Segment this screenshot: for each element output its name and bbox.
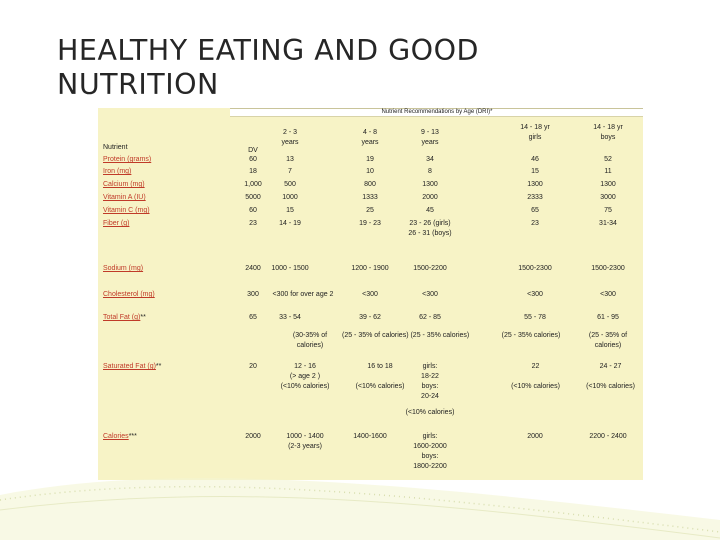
table-cell: 11 [604, 168, 612, 175]
table-cell: 15 [286, 207, 294, 214]
table-cell: 1000 - 1400 (2-3 years) [286, 433, 324, 450]
table-cell: girls: 18-22 boys: 20-24 [421, 363, 439, 400]
table-cell: 34 [426, 156, 434, 163]
table-cell: 7 [288, 168, 292, 175]
row-label-sodium[interactable]: Sodium (mg) [103, 265, 144, 272]
table-cell: 60 [249, 207, 257, 214]
table-cell-note: (25 - 35% calories) [501, 332, 561, 339]
table-cell: 1300 [422, 181, 438, 188]
row-label-vitamin-a[interactable]: Vitamin A (IU) [103, 194, 146, 201]
table-cell: 5000 [245, 194, 261, 201]
table-cell: 75 [604, 207, 612, 214]
slide-title-line-1: HEALTHY EATING AND GOOD [57, 34, 479, 67]
row-label-cholesterol[interactable]: Cholesterol (mg) [103, 291, 155, 298]
table-cell: 2200 - 2400 [589, 433, 627, 440]
table-cell: 23 [531, 220, 539, 227]
table-cell: 33 - 54 [279, 314, 301, 321]
table-cell: 3000 [600, 194, 616, 201]
row-label-saturated-fat[interactable]: Saturated Fat (g)** [103, 363, 162, 370]
table-cell: 2000 [527, 433, 543, 440]
slide-title-line-2: NUTRITION [57, 68, 219, 101]
col-header-age-9-13: 9 - 13 years [421, 129, 439, 146]
table-cell: <300 [362, 291, 378, 298]
col-header-girls-14-18: 14 - 18 yr girls [520, 124, 550, 141]
table-cell-note: (25 - 35% of calories) [588, 332, 628, 349]
slide-title: HEALTHY EATING AND GOOD NUTRITION [57, 34, 617, 102]
table-cell: 500 [284, 181, 296, 188]
table-cell: 1000 - 1500 [271, 265, 309, 272]
table-cell: 61 - 95 [597, 314, 619, 321]
table-cell: 20 [249, 363, 257, 370]
row-label-calories[interactable]: Calories*** [103, 433, 137, 440]
table-cell-note: (<10% calories) [405, 409, 455, 416]
table-cell: 46 [531, 156, 539, 163]
table-cell: 13 [286, 156, 294, 163]
row-label-calcium[interactable]: Calcium (mg) [103, 181, 145, 188]
table-cell: 300 [247, 291, 259, 298]
row-label-total-fat[interactable]: Total Fat (g)** [103, 314, 146, 321]
row-label-iron[interactable]: Iron (mg) [103, 168, 132, 175]
table-cell-note: (25 - 35% of calories) (25 - 35% calorie… [342, 332, 470, 339]
col-header-boys-14-18: 14 - 18 yr boys [593, 124, 623, 141]
table-cell: 15 [531, 168, 539, 175]
table-cell: girls: 1600-2000 boys: 1800-2200 [413, 433, 447, 470]
table-cell: 65 [249, 314, 257, 321]
table-cell: 1400-1600 [353, 433, 387, 440]
table-cell: <300 [527, 291, 543, 298]
table-cell: 23 [249, 220, 257, 227]
table-cell: 45 [426, 207, 434, 214]
row-label-vitamin-c[interactable]: Vitamin C (mg) [103, 207, 150, 214]
table-cell: 14 - 19 [279, 220, 301, 227]
table-background [98, 108, 643, 480]
table-cell: 16 to 18 (<10% calories) [355, 363, 405, 390]
table-cell: 60 [249, 156, 257, 163]
table-cell: 52 [604, 156, 612, 163]
table-cell: 24 - 27 (<10% calories) [586, 363, 635, 390]
table-cell: 2400 [245, 265, 261, 272]
table-cell: 1500-2300 [518, 265, 552, 272]
table-cell: <300 [422, 291, 438, 298]
row-label-protein[interactable]: Protein (grams) [103, 156, 152, 163]
table-group-header: Nutrient Recommendations by Age (DRI)* [381, 109, 493, 115]
table-cell: 1,000 [244, 181, 262, 188]
table-cell: 19 [366, 156, 374, 163]
table-cell: 31-34 [599, 220, 617, 227]
col-header-age-4-8: 4 - 8 years [361, 129, 379, 146]
table-cell: 1200 - 1900 [351, 265, 389, 272]
row-label-fiber[interactable]: Fiber (g) [103, 220, 130, 227]
table-cell-note: (30-35% of calories) [292, 332, 328, 349]
col-header-dv: DV [248, 147, 258, 154]
table-cell: 2000 [245, 433, 261, 440]
table-cell: <300 for over age 2 [272, 291, 334, 298]
table-cell: 55 - 78 [524, 314, 546, 321]
table-cell: 19 - 23 [359, 220, 381, 227]
table-cell: 2000 [422, 194, 438, 201]
table-cell: 39 - 62 [359, 314, 381, 321]
table-cell: 12 - 16 (> age 2 ) (<10% calories) [280, 363, 330, 390]
table-cell: 23 - 26 (girls) 26 - 31 (boys) [408, 220, 452, 237]
table-cell: 22 (<10% calories) [511, 363, 560, 390]
table-cell: 800 [364, 181, 376, 188]
table-group-header-band [230, 108, 643, 117]
table-cell: 65 [531, 207, 539, 214]
table-cell: 10 [366, 168, 374, 175]
table-cell: 2333 [527, 194, 543, 201]
table-cell: 1500-2200 [413, 265, 447, 272]
table-cell: 1000 [282, 194, 298, 201]
table-cell: 1300 [527, 181, 543, 188]
table-cell: <300 [600, 291, 616, 298]
table-cell: 1300 [600, 181, 616, 188]
table-cell: 1333 [362, 194, 378, 201]
table-cell: 18 [249, 168, 257, 175]
col-header-age-2-3: 2 - 3 years [281, 129, 299, 146]
table-cell: 62 - 85 [419, 314, 441, 321]
table-cell: 1500-2300 [591, 265, 625, 272]
table-cell: 25 [366, 207, 374, 214]
table-cell: 8 [428, 168, 432, 175]
decorative-swoosh [0, 478, 720, 540]
col-header-nutrient: Nutrient [103, 144, 128, 151]
